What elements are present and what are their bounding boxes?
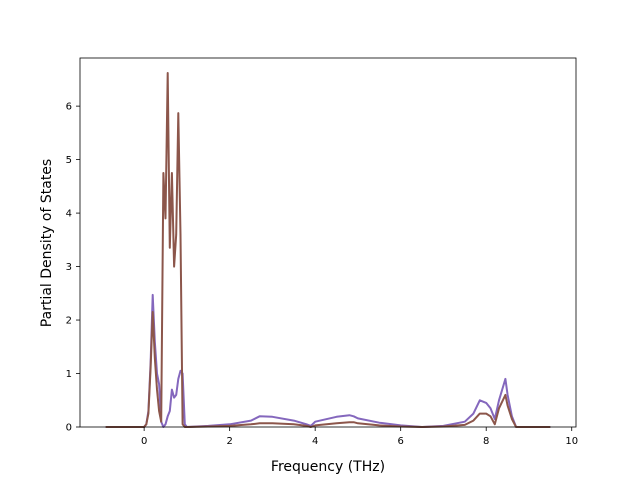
x-tick-label: 6 bbox=[398, 436, 404, 447]
x-tick-label: 4 bbox=[312, 436, 318, 447]
x-tick-label: 2 bbox=[226, 436, 232, 447]
plot-lines bbox=[105, 72, 551, 428]
x-tick-label: 0 bbox=[141, 436, 147, 447]
y-tick-label: 2 bbox=[66, 316, 72, 327]
y-axis-label: Partial Density of States bbox=[39, 159, 55, 327]
x-tick-label: 10 bbox=[565, 436, 578, 447]
series-line-2 bbox=[105, 72, 551, 428]
series-line-1 bbox=[105, 293, 551, 428]
axis-ticks: 0 2 4 6 8 10 0 1 2 3 4 5 6 bbox=[66, 102, 578, 447]
y-tick-label: 1 bbox=[66, 369, 72, 380]
y-tick-label: 4 bbox=[66, 209, 72, 220]
y-tick-label: 6 bbox=[66, 102, 72, 113]
plot-frame bbox=[79, 57, 577, 428]
y-tick-label: 0 bbox=[66, 423, 72, 434]
x-axis-label: Frequency (THz) bbox=[271, 459, 385, 475]
x-tick-label: 8 bbox=[483, 436, 489, 447]
y-tick-label: 5 bbox=[66, 155, 72, 166]
y-tick-label: 3 bbox=[66, 262, 72, 273]
